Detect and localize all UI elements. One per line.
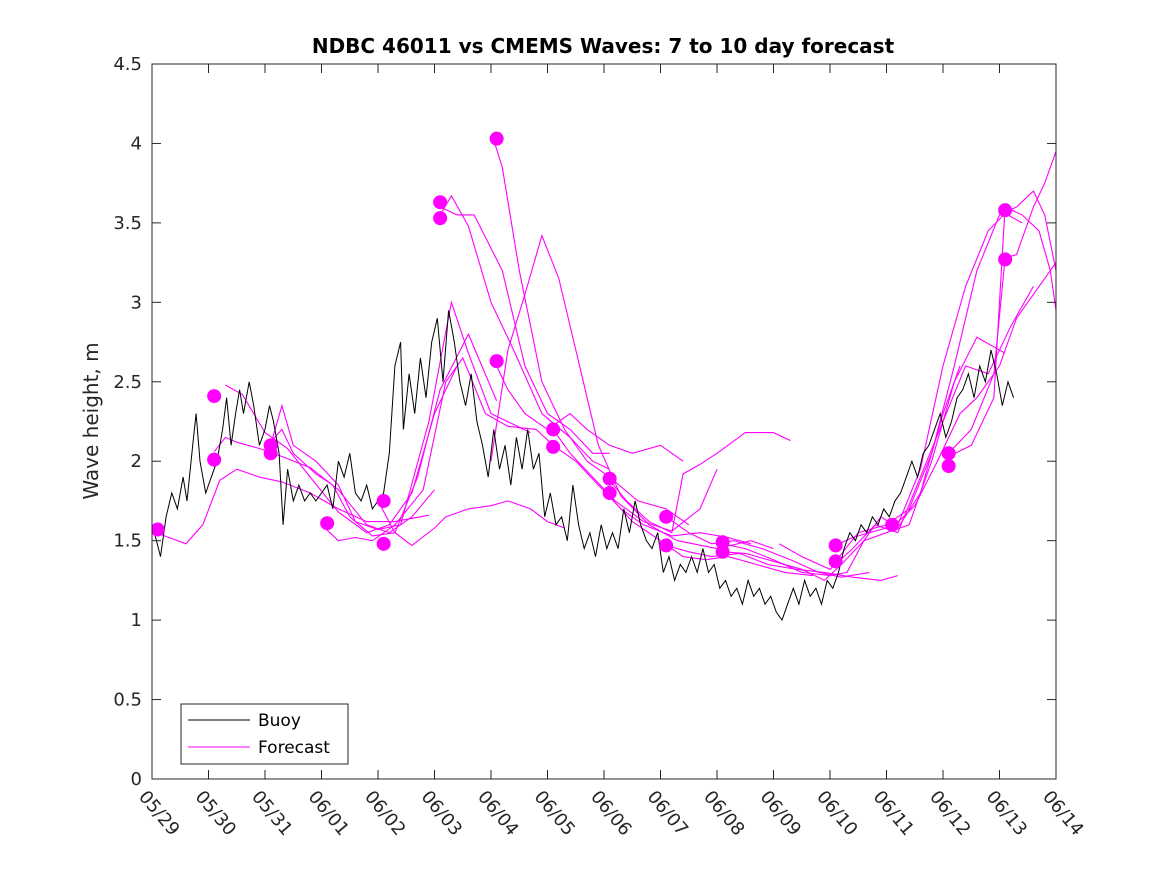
- forecast-line: [490, 233, 774, 550]
- forecast-line: [665, 516, 870, 578]
- forecast-line: [722, 365, 961, 577]
- forecast-marker: [489, 131, 504, 146]
- forecast-line: [835, 190, 1056, 562]
- x-tick-label: 05/29: [134, 787, 183, 840]
- forecast-marker: [263, 446, 278, 461]
- forecast-marker: [376, 493, 391, 508]
- legend-forecast-label: Forecast: [258, 738, 330, 758]
- forecast-marker: [998, 252, 1013, 267]
- forecast-marker: [602, 471, 617, 486]
- y-tick-label: 4.5: [113, 54, 142, 75]
- forecast-marker: [885, 517, 900, 532]
- forecast-marker: [998, 203, 1013, 218]
- y-axis-label: Wave height, m: [79, 342, 103, 499]
- legend: Buoy Forecast: [180, 703, 349, 765]
- forecast-marker: [546, 439, 561, 454]
- legend-buoy-label: Buoy: [258, 711, 301, 731]
- forecast-marker: [152, 522, 165, 537]
- x-tick-label: 06/08: [699, 787, 748, 840]
- x-tick-label: 06/13: [982, 787, 1031, 840]
- x-tick-label: 06/07: [643, 787, 692, 840]
- forecast-line: [439, 194, 610, 470]
- forecast-marker: [941, 446, 956, 461]
- forecast-line: [321, 356, 554, 542]
- forecast-marker: [207, 452, 222, 467]
- forecast-marker: [828, 554, 843, 569]
- x-tick-label: 05/31: [247, 787, 296, 840]
- forecast-marker: [433, 195, 448, 210]
- y-axis: 0 0.5 1 1.5 2 2.5 3 3.5 4 4.5: [113, 54, 1056, 790]
- x-tick-label: 06/11: [869, 787, 918, 840]
- forecast-line: [778, 286, 1034, 570]
- forecast-line: [493, 140, 690, 526]
- x-tick-label: 06/04: [473, 787, 522, 840]
- y-tick-label: 4: [131, 133, 142, 154]
- forecast-line: [496, 365, 684, 462]
- x-tick-label: 06/12: [925, 787, 974, 840]
- forecast-marker: [546, 422, 561, 437]
- forecast-marker: [715, 544, 730, 559]
- forecast-line: [665, 544, 898, 581]
- forecast-marker: [376, 536, 391, 551]
- y-tick-label: 2.5: [113, 372, 142, 393]
- forecast-marker: [433, 211, 448, 226]
- forecast-marker: [659, 509, 674, 524]
- forecast-marker: [828, 538, 843, 553]
- x-tick-label: 06/06: [586, 787, 635, 840]
- forecast-marker: [320, 516, 335, 531]
- y-tick-label: 3.5: [113, 213, 142, 234]
- y-tick-label: 0: [131, 769, 142, 790]
- forecast-line: [270, 300, 531, 531]
- chart-title: NDBC 46011 vs CMEMS Waves: 7 to 10 day f…: [312, 34, 895, 58]
- x-tick-label: 06/09: [756, 787, 805, 840]
- x-tick-label: 06/02: [360, 787, 409, 840]
- forecast-marker: [659, 538, 674, 553]
- forecast-marker: [602, 486, 617, 500]
- forecast-marker: [207, 389, 222, 404]
- y-tick-label: 1: [131, 610, 142, 631]
- y-tick-label: 0.5: [113, 690, 142, 711]
- forecast-line: [835, 212, 1023, 546]
- y-tick-label: 1.5: [113, 531, 142, 552]
- forecast-marker: [941, 458, 956, 473]
- x-tick-label: 06/05: [530, 787, 579, 840]
- buoy-line: [152, 310, 1015, 622]
- forecast-line: [609, 432, 791, 534]
- forecast-line: [722, 336, 1006, 582]
- forecast-line: [377, 500, 565, 547]
- plot-data: [152, 131, 1056, 622]
- forecast-line: [152, 468, 430, 545]
- forecast-marker: [489, 354, 504, 369]
- forecast-line: [267, 332, 498, 537]
- forecast-line: [948, 206, 1056, 457]
- forecast-line: [552, 444, 752, 545]
- x-tick-label: 06/14: [1038, 787, 1087, 840]
- x-tick-label: 06/01: [304, 787, 353, 840]
- x-tick-label: 05/30: [191, 787, 240, 840]
- forecast-line: [552, 429, 718, 532]
- x-tick-label: 06/03: [417, 787, 466, 840]
- forecast-line: [225, 365, 458, 534]
- forecast-line: [891, 262, 1056, 529]
- forecast-line: [439, 206, 610, 454]
- legend-box: [180, 703, 349, 765]
- y-tick-label: 2: [131, 451, 142, 472]
- y-tick-label: 3: [131, 292, 142, 313]
- x-tick-label: 06/10: [812, 787, 861, 840]
- forecast-line: [948, 151, 1056, 454]
- plot-frame: [151, 63, 1057, 780]
